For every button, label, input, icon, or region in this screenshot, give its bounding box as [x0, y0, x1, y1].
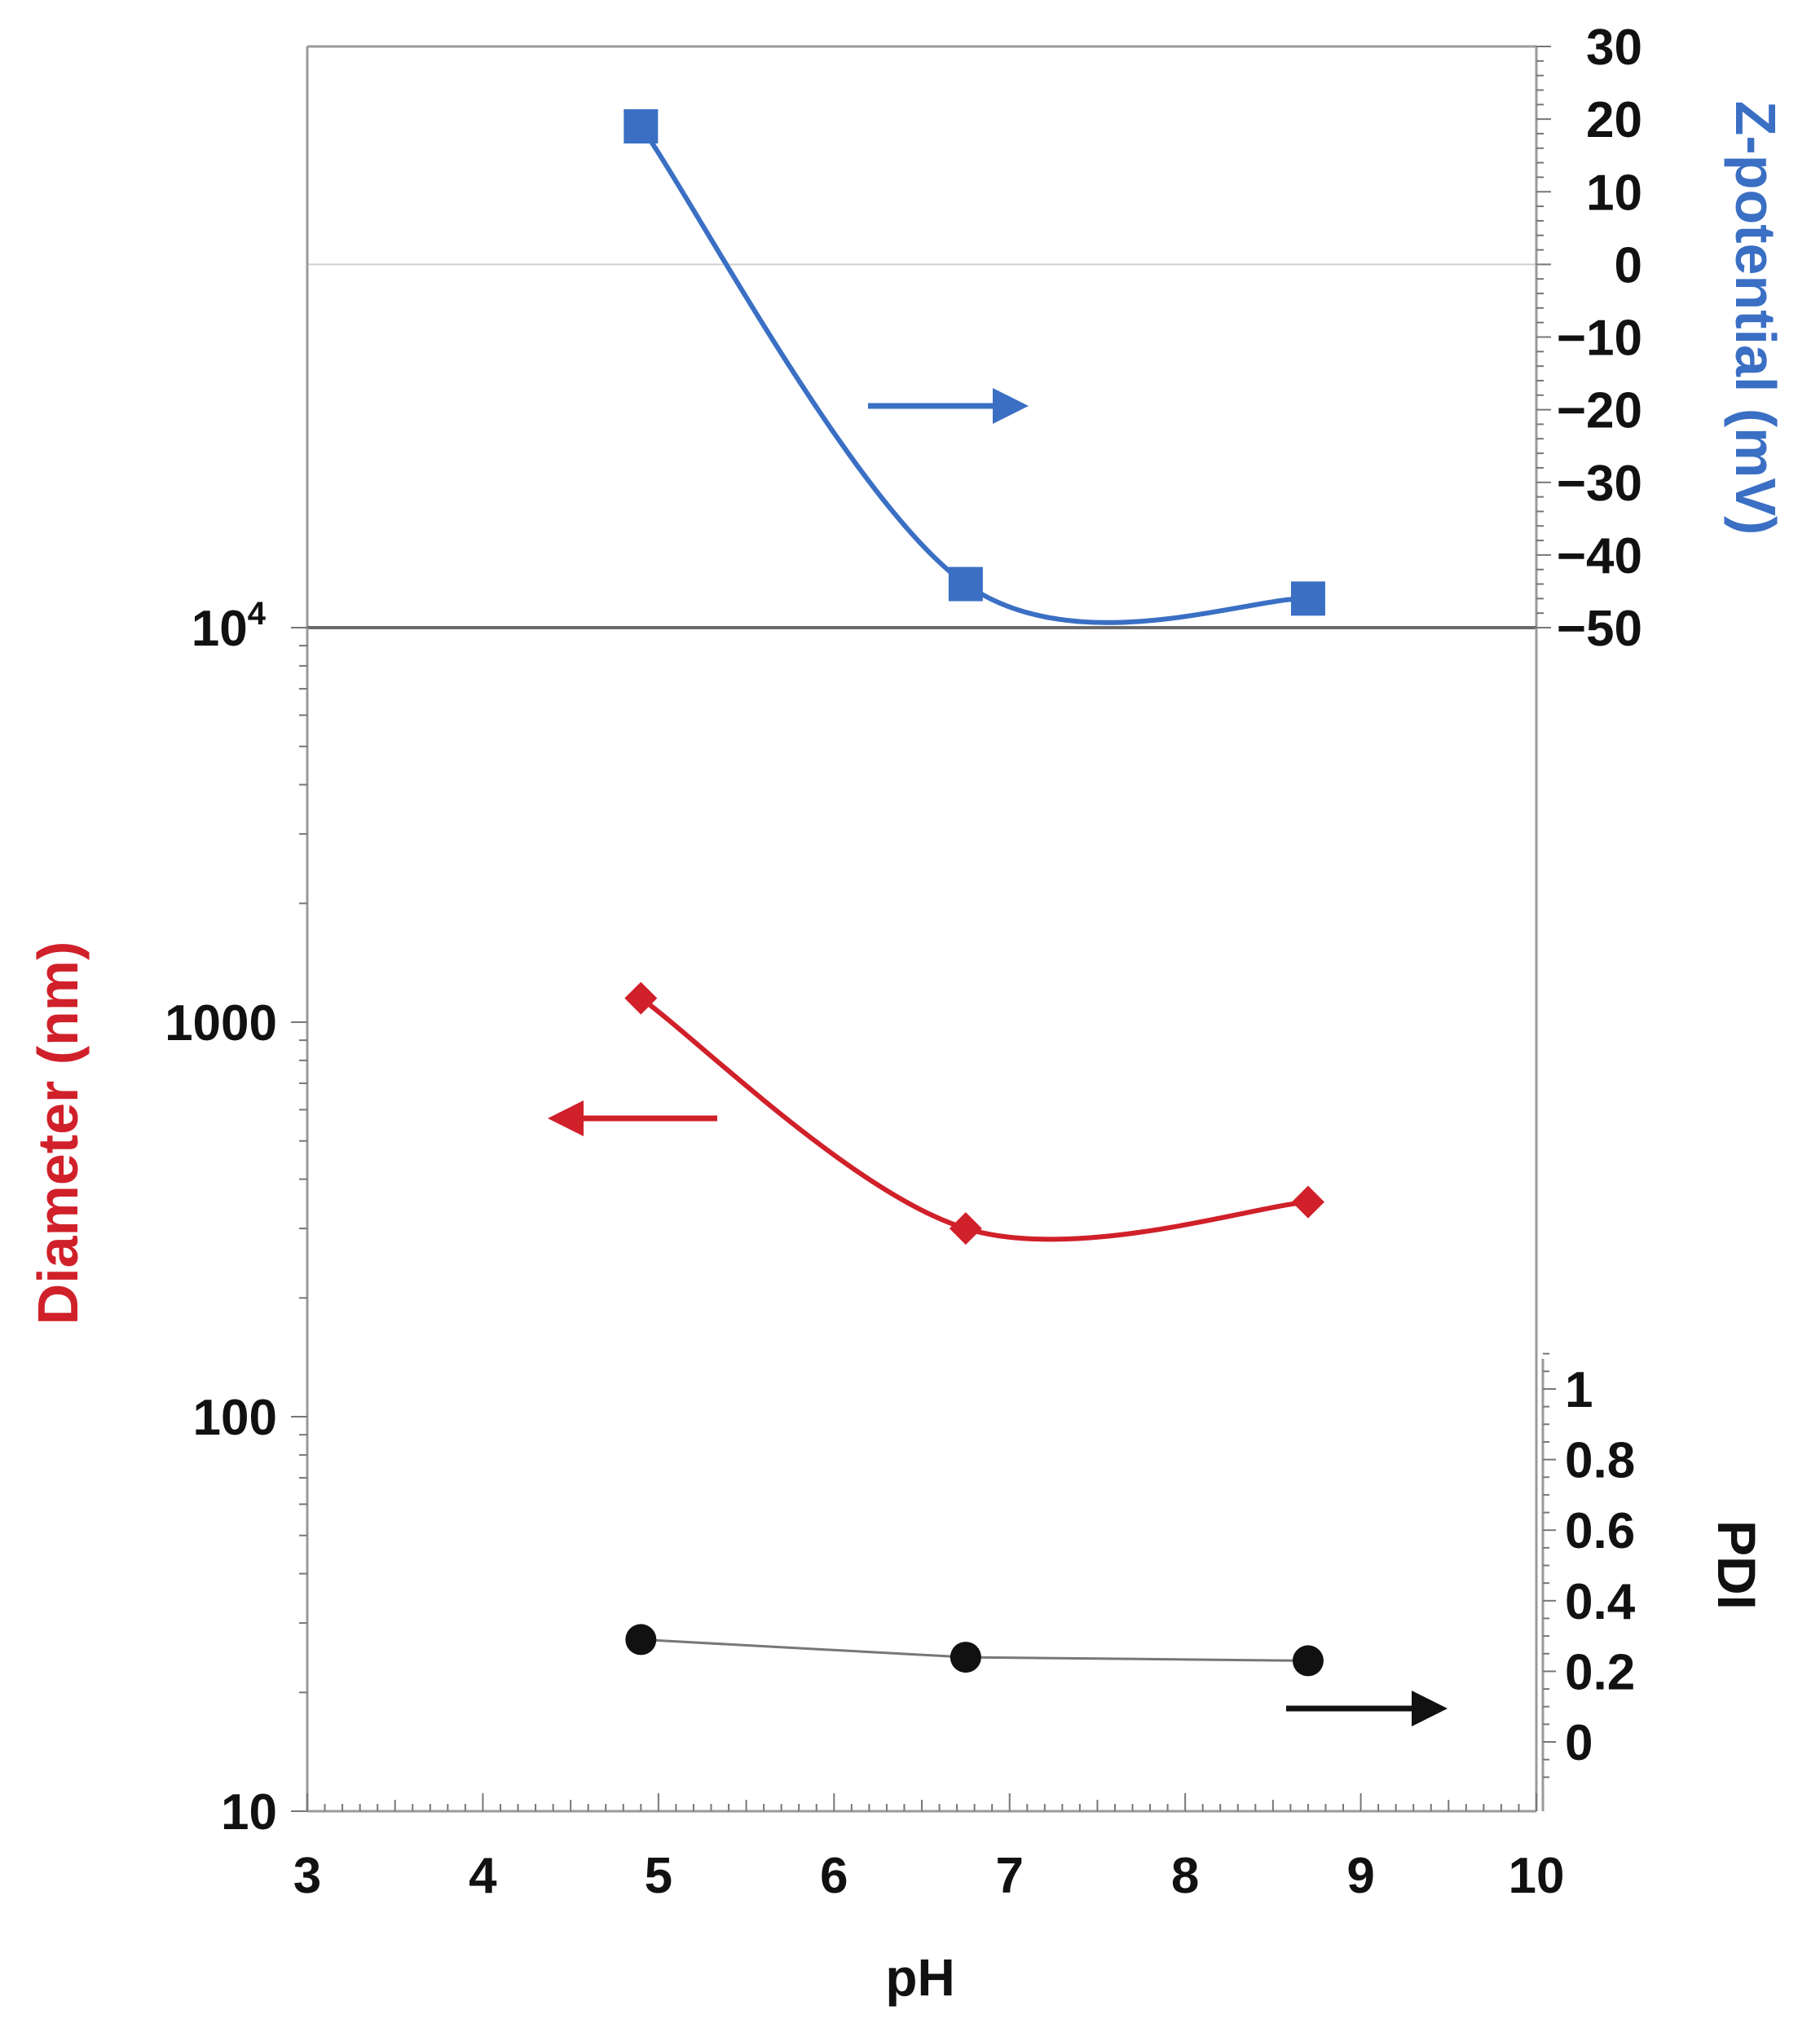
- z-potential-point: [1290, 581, 1325, 616]
- tick-base: 10: [192, 601, 248, 657]
- z-potential-point: [948, 567, 983, 602]
- tick-labels: 3 4 5 6 7 8 9 103020100−10−20−30−40−50101001000…: [165, 20, 1642, 1904]
- pdi-tick-label: 0.4: [1565, 1574, 1636, 1630]
- pdi-axis-title: PDI: [1707, 1520, 1767, 1610]
- series-layer: [548, 125, 1448, 1726]
- tick-marks: [291, 46, 1556, 1812]
- pdi-arrow: [1286, 1691, 1448, 1726]
- x-tick-label: 7: [995, 1848, 1023, 1904]
- z-tick-label: −20: [1557, 383, 1642, 439]
- markers-layer: [624, 109, 1325, 1677]
- diameter-point: [1291, 1185, 1324, 1219]
- diameter-tick-label: 1000: [165, 995, 277, 1052]
- diameter-tick-label: 10: [221, 1784, 277, 1841]
- tick-exponent: 4: [248, 596, 267, 632]
- x-tick-label: 10: [1509, 1848, 1565, 1904]
- diameter-point: [949, 1212, 982, 1246]
- pdi-tick-label: 0: [1565, 1715, 1593, 1771]
- axes-frames: [306, 45, 1545, 1813]
- diameter-line: [639, 996, 1309, 1242]
- pdi-tick-label: 0.2: [1565, 1644, 1635, 1700]
- z-tick-label: 30: [1586, 20, 1642, 76]
- diameter-tick-label: 100: [193, 1390, 277, 1446]
- diameter-arrow: [548, 1100, 717, 1136]
- pdi-arrow-head: [1412, 1691, 1448, 1726]
- z-tick-label: −30: [1557, 456, 1642, 512]
- x-tick-label: 4: [469, 1848, 497, 1904]
- z-potential-axis-title: Z-potential (mV): [1724, 101, 1787, 536]
- pdi-point: [625, 1624, 657, 1656]
- x-tick-label: 9: [1346, 1848, 1374, 1904]
- pdi-tick-label: 0.6: [1565, 1503, 1635, 1559]
- z-tick-label: 20: [1586, 92, 1642, 148]
- diameter-arrow-head: [548, 1100, 584, 1136]
- z-tick-label: −10: [1557, 311, 1642, 367]
- x-tick-label: 8: [1171, 1848, 1199, 1904]
- z-tick-label: 0: [1615, 237, 1642, 293]
- z-potential-point: [624, 109, 659, 144]
- x-axis-title: pH: [885, 1948, 954, 2007]
- pdi-tick-label: 0.8: [1565, 1433, 1635, 1489]
- z-tick-label: −40: [1557, 528, 1642, 584]
- pdi-tick-label: 1: [1565, 1362, 1593, 1418]
- x-tick-label: 5: [645, 1848, 672, 1904]
- x-tick-label: 3: [293, 1848, 321, 1904]
- diameter-tick-label-top: 104: [192, 596, 267, 657]
- pdi-point: [1292, 1645, 1324, 1677]
- diameter-point: [624, 981, 658, 1015]
- pdi-point: [950, 1642, 981, 1673]
- z-tick-label: 10: [1586, 165, 1642, 221]
- z-potential-arrow: [868, 388, 1029, 424]
- diameter-axis-title: Diameter (nm): [26, 941, 90, 1325]
- z-potential-line: [638, 125, 1309, 625]
- z-potential-arrow-head: [993, 388, 1029, 424]
- x-tick-label: 6: [820, 1848, 848, 1904]
- z-tick-label: −50: [1557, 601, 1642, 657]
